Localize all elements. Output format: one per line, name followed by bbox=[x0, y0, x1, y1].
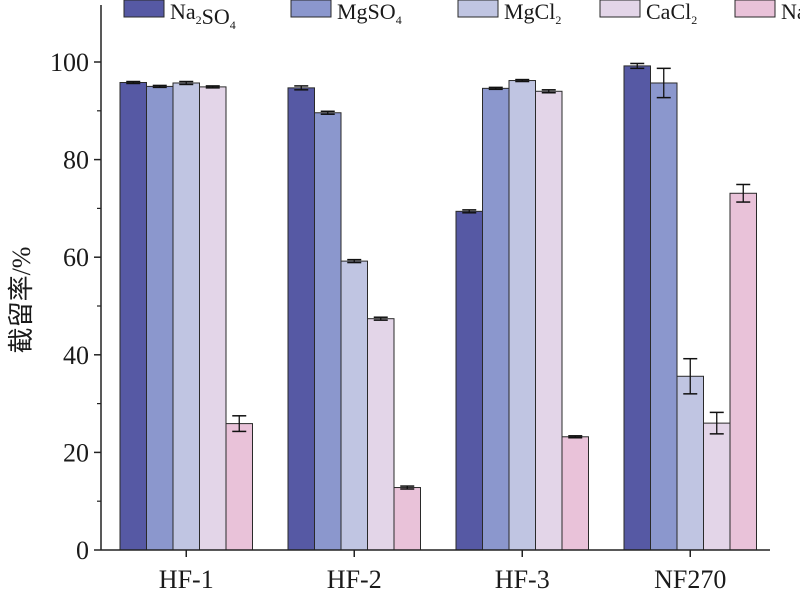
bar bbox=[314, 112, 342, 551]
legend-swatch bbox=[123, 0, 165, 18]
y-tick-label: 0 bbox=[76, 536, 89, 565]
bar bbox=[703, 422, 731, 551]
axes-group: 0 20 40 60 80 100 HF-1 HF-2 HF-3 NF270 bbox=[50, 5, 770, 594]
bar bbox=[482, 87, 510, 551]
y-tick-label: 100 bbox=[50, 48, 89, 77]
bar bbox=[623, 65, 651, 551]
y-axis-label: 截留率/% bbox=[7, 247, 36, 354]
bar bbox=[393, 487, 421, 551]
x-tick-label: HF-2 bbox=[327, 565, 382, 594]
bars-group bbox=[119, 62, 757, 551]
legend-swatch bbox=[599, 0, 641, 18]
y-tick-label: 60 bbox=[63, 243, 89, 272]
x-tick-label: HF-1 bbox=[159, 565, 214, 594]
bar bbox=[650, 82, 678, 551]
legend-swatch bbox=[734, 0, 776, 18]
bar bbox=[729, 192, 757, 551]
bar bbox=[199, 86, 227, 551]
y-tick-label: 80 bbox=[63, 146, 89, 175]
bar bbox=[119, 81, 147, 551]
x-tick-label: HF-3 bbox=[495, 565, 550, 594]
y-tick-label: 20 bbox=[63, 438, 89, 467]
legend-label: CaCl2 bbox=[646, 0, 697, 27]
legend: Na2SO4 MgSO4 MgCl2 CaCl2 NaCl bbox=[123, 0, 800, 32]
bar bbox=[535, 90, 563, 551]
bar bbox=[455, 210, 483, 551]
legend-label: MgSO4 bbox=[337, 0, 402, 27]
bar bbox=[508, 80, 536, 551]
x-tick-label: NF270 bbox=[654, 565, 726, 594]
legend-swatch bbox=[290, 0, 332, 18]
bar bbox=[146, 85, 174, 551]
y-tick-label: 40 bbox=[63, 341, 89, 370]
bar bbox=[561, 436, 589, 551]
legend-label: MgCl2 bbox=[504, 0, 561, 27]
bar bbox=[367, 318, 395, 551]
bar bbox=[340, 260, 368, 551]
bar bbox=[172, 82, 200, 551]
bar bbox=[225, 423, 253, 551]
legend-swatch bbox=[457, 0, 499, 18]
bar bbox=[676, 375, 704, 551]
legend-label: Na2SO4 bbox=[170, 0, 236, 32]
bar bbox=[287, 87, 315, 551]
legend-label: NaCl bbox=[781, 0, 800, 24]
